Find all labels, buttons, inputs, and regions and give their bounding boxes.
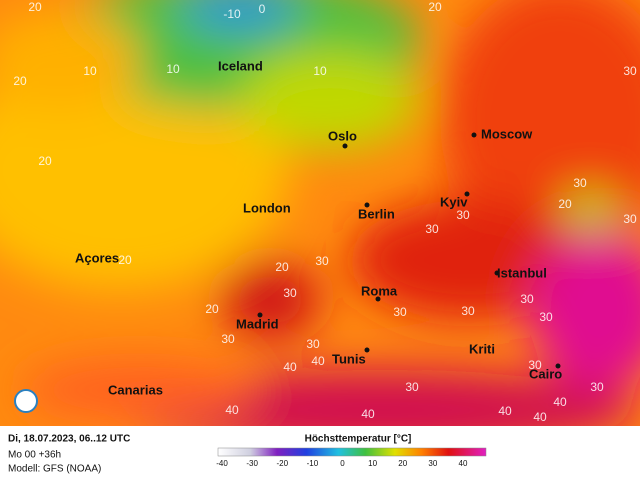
temperature-field xyxy=(0,0,640,426)
isoline-label: 30 xyxy=(539,310,553,324)
isoline-label: 40 xyxy=(311,354,325,368)
isoline-label: 40 xyxy=(283,360,297,374)
isoline-label: 30 xyxy=(520,292,534,306)
city-labels: Iceland Oslo Moscow London Berlin Kyiv Açores M… xyxy=(75,58,562,397)
legend-title: Höchsttemperatur [°C] xyxy=(305,434,412,445)
city-label: Canarias xyxy=(108,382,163,397)
city-dot xyxy=(555,363,561,369)
isoline-label: 20 xyxy=(558,197,572,211)
colorbar-tick-label: -10 xyxy=(307,459,319,468)
isoline-label: 40 xyxy=(533,410,547,424)
isoline-label: 10 xyxy=(83,64,97,78)
city-label: Kyiv xyxy=(440,194,468,209)
isoline-label: 20 xyxy=(38,154,52,168)
isoline-label: 30 xyxy=(623,212,637,226)
city-label: Kriti xyxy=(469,341,495,356)
colorbar xyxy=(217,447,487,457)
isoline-label: 30 xyxy=(461,304,475,318)
isoline-label: 30 xyxy=(590,380,604,394)
colorbar-tick-label: -40 xyxy=(216,459,228,468)
isoline-label: 30 xyxy=(425,222,439,236)
city-label: Açores xyxy=(75,250,119,265)
colorbar-tick-label: 10 xyxy=(368,459,377,468)
isoline-label: 10 xyxy=(313,64,327,78)
city-dot xyxy=(471,132,477,138)
isoline-label: 30 xyxy=(623,64,637,78)
logo xyxy=(14,389,38,413)
isoline-label: 20 xyxy=(118,253,132,267)
isoline-label: 40 xyxy=(498,404,512,418)
isoline-label: 40 xyxy=(553,395,567,409)
isoline-label: 40 xyxy=(225,403,239,417)
colorbar-tick-label: 0 xyxy=(340,459,345,468)
city-dot xyxy=(375,296,381,302)
city-label: Oslo xyxy=(328,128,357,143)
isoline-label: 30 xyxy=(573,176,587,190)
isoline-label: 30 xyxy=(393,305,407,319)
isoline-label: 40 xyxy=(361,407,375,421)
isoline-label: 30 xyxy=(528,358,542,372)
isoline-label: 20 xyxy=(205,302,219,316)
isoline-label: 30 xyxy=(283,286,297,300)
isoline-label: 20 xyxy=(13,74,27,88)
run: Mo 00 +36h xyxy=(8,450,61,461)
colorbar-tick-label: -20 xyxy=(276,459,288,468)
isoline-label: 0 xyxy=(259,2,266,16)
footer: Di, 18.07.2023, 06..12 UTC Mo 00 +36h Mo… xyxy=(8,434,487,475)
city-dot xyxy=(464,191,470,197)
city-dot xyxy=(342,143,348,149)
city-label: Cairo xyxy=(529,366,562,381)
isoline-label: 30 xyxy=(405,380,419,394)
city-dot xyxy=(257,312,263,318)
isoline-label: 10 xyxy=(166,62,180,76)
isoline-label: 30 xyxy=(306,337,320,351)
city-label: Iceland xyxy=(218,58,263,73)
isoline-label: 20 xyxy=(28,0,42,14)
city-label: London xyxy=(243,200,291,215)
city-dot xyxy=(494,270,500,276)
colorbar-tick-label: 40 xyxy=(459,459,468,468)
colorbar-ticks: -40 -30 -20 -10 0 10 20 30 40 xyxy=(216,459,468,468)
isoline-label: 30 xyxy=(456,208,470,222)
colorbar-tick-label: 20 xyxy=(398,459,407,468)
city-dot xyxy=(364,347,370,353)
date: Di, 18.07.2023, 06..12 UTC xyxy=(8,434,130,445)
city-label: Roma xyxy=(361,283,398,298)
city-label: Tunis xyxy=(332,351,366,366)
isoline-label: 30 xyxy=(221,332,235,346)
colorbar-tick-label: 30 xyxy=(428,459,437,468)
colorbar-tick-label: -30 xyxy=(246,459,258,468)
city-label: Berlin xyxy=(358,206,395,221)
isoline-label: 20 xyxy=(275,260,289,274)
isoline-label: 30 xyxy=(315,254,329,268)
city-label: Madrid xyxy=(236,316,279,331)
city-label: Istanbul xyxy=(497,265,547,280)
model: Modell: GFS (NOAA) xyxy=(8,464,101,475)
city-label: Moscow xyxy=(481,126,533,141)
city-dot xyxy=(364,202,370,208)
isoline-label: 20 xyxy=(428,0,442,14)
isoline-label: -10 xyxy=(223,7,241,21)
